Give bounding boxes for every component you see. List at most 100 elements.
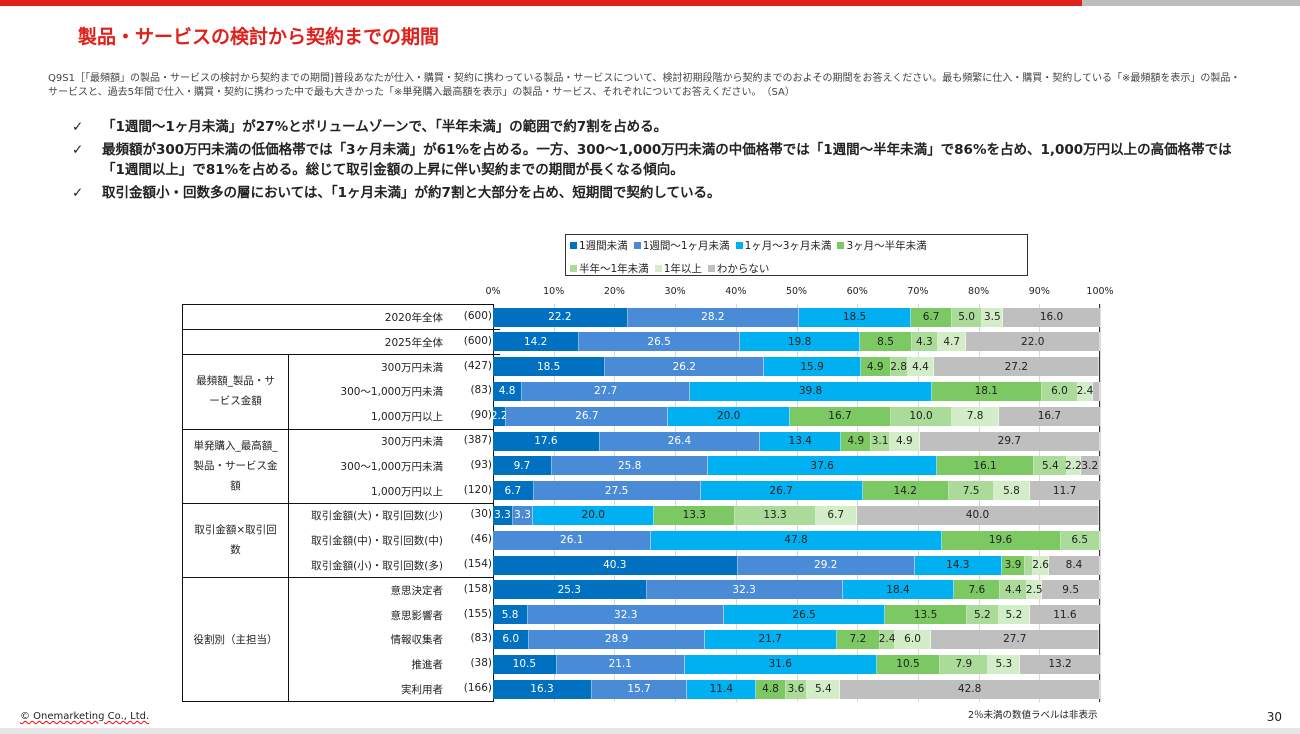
data-label: 27.7	[593, 385, 618, 398]
bar-segment: 3.2	[1080, 456, 1100, 476]
bar-segment: 3.5	[982, 307, 1004, 327]
column-divider	[288, 428, 289, 503]
bar-segment: 42.8	[840, 679, 1100, 699]
data-label: 7.6	[968, 583, 986, 596]
data-label: 4.3	[916, 335, 933, 348]
x-tick-label: 60%	[846, 286, 868, 297]
data-label: 26.1	[560, 534, 584, 547]
legend-label: 1ヶ月～3ヶ月未満	[744, 240, 832, 252]
bar-segment: 2.8	[890, 357, 908, 377]
bar-segment	[1025, 555, 1034, 575]
legend-swatch	[735, 242, 743, 249]
data-label: 5.4	[1041, 459, 1059, 472]
bar-segment: 7.2	[836, 629, 881, 649]
bar-segment: 16.7	[999, 406, 1101, 426]
data-label: 26.5	[647, 335, 671, 348]
data-label: 42.8	[957, 683, 982, 695]
row-label: 300万円未満	[380, 436, 443, 448]
bar-segment: 4.9	[889, 431, 920, 451]
top-accent-bar-grey	[1082, 0, 1300, 6]
bar-segment: 25.8	[551, 456, 709, 476]
bar-segment: 6.0	[894, 629, 932, 649]
bullet-item: ✓ 最頻額が300万円未満の低価格帯では「3ヶ月未満」が61%を占める。一方、30…	[72, 140, 1242, 180]
data-label: 39.8	[798, 385, 823, 398]
bar-segment: 29.2	[737, 555, 915, 575]
sample-size: (600)	[463, 310, 492, 322]
bar-segment: 13.3	[654, 505, 736, 525]
data-label: 6.5	[1071, 534, 1089, 547]
data-label: 11.6	[1053, 608, 1077, 621]
bar-segment: 26.5	[579, 332, 741, 352]
bar-segment: 3.6	[785, 679, 808, 699]
row-label: 実利用者	[401, 684, 443, 696]
data-label: 6.7	[827, 509, 845, 522]
data-label: 5.0	[958, 311, 975, 323]
data-label: 14.2	[523, 335, 548, 348]
bar-segment: 2.5	[1026, 580, 1043, 600]
bar-segment: 10.5	[876, 654, 941, 674]
legend-item: 1年以上	[654, 261, 702, 276]
data-label: 16.3	[530, 683, 554, 695]
bar-segment: 31.6	[684, 654, 877, 674]
data-label: 4.8	[498, 385, 516, 398]
bar-segment: 18.4	[842, 580, 955, 600]
x-tick-label: 20%	[603, 286, 625, 297]
bar-segment: 4.7	[937, 332, 967, 352]
gridline	[675, 304, 677, 702]
bar-segment: 8.5	[860, 332, 912, 352]
data-label: 26.2	[672, 360, 696, 373]
x-tick-label: 80%	[968, 286, 990, 297]
data-label: 47.8	[784, 534, 808, 547]
column-divider	[288, 503, 289, 578]
legend-item: わからない	[707, 261, 769, 276]
bar-segment: 21.7	[704, 629, 837, 649]
legend-item: 1ヶ月～3ヶ月未満	[735, 238, 832, 253]
bar-segment: 7.6	[954, 580, 1001, 600]
data-label: 27.2	[1004, 360, 1029, 373]
data-label: 40.3	[603, 559, 627, 571]
data-label: 10.0	[909, 410, 933, 423]
data-label: 3.2	[1081, 459, 1099, 472]
group-divider	[182, 428, 494, 430]
bar-segment: 32.3	[646, 580, 843, 600]
sample-size: (158)	[463, 582, 492, 595]
data-label: 7.2	[849, 633, 867, 646]
legend-label: 半年～1年未満	[579, 263, 649, 275]
data-label: 25.3	[557, 583, 581, 596]
bar-segment: 4.8	[493, 381, 523, 401]
sample-size: (38)	[470, 657, 492, 670]
row-label: 情報収集者	[390, 634, 444, 647]
bar-segment: 6.0	[493, 629, 530, 649]
data-label: 16.7	[828, 410, 852, 423]
data-label: 29.7	[997, 435, 1022, 447]
bar-segment: 2.6	[1032, 555, 1049, 575]
x-tick-label: 100%	[1086, 286, 1114, 297]
bar-segment: 18.1	[931, 381, 1042, 401]
x-tick-label: 70%	[907, 286, 929, 297]
data-label: 18.4	[886, 583, 910, 596]
sample-size: (154)	[463, 558, 492, 570]
data-label: 16.0	[1039, 311, 1064, 323]
data-label: 2.8	[890, 360, 907, 373]
data-label: 9.7	[513, 459, 531, 472]
bar-segment: 7.9	[940, 654, 989, 674]
sample-size: (120)	[463, 483, 492, 496]
row-label: 意思影響者	[390, 609, 444, 622]
legend-swatch	[707, 265, 715, 272]
gridline	[978, 304, 980, 702]
data-label: 11.7	[1052, 484, 1077, 497]
data-label: 15.9	[800, 360, 824, 373]
legend-item: 1週間～1ヶ月未満	[633, 238, 730, 253]
legend-label: 3ヶ月～半年未満	[846, 240, 927, 252]
legend-item: 1週間未満	[570, 238, 628, 253]
group-divider	[182, 577, 494, 579]
data-label: 26.5	[792, 608, 816, 621]
sample-size: (155)	[463, 607, 492, 620]
sample-size: (90)	[470, 409, 492, 422]
data-label: 3.1	[871, 435, 889, 447]
data-label: 40.0	[965, 509, 990, 522]
data-label: 13.3	[763, 509, 787, 522]
x-tick-label: 0%	[485, 286, 501, 297]
bar-segment: 4.9	[841, 431, 872, 451]
data-label: 5.8	[501, 608, 519, 621]
